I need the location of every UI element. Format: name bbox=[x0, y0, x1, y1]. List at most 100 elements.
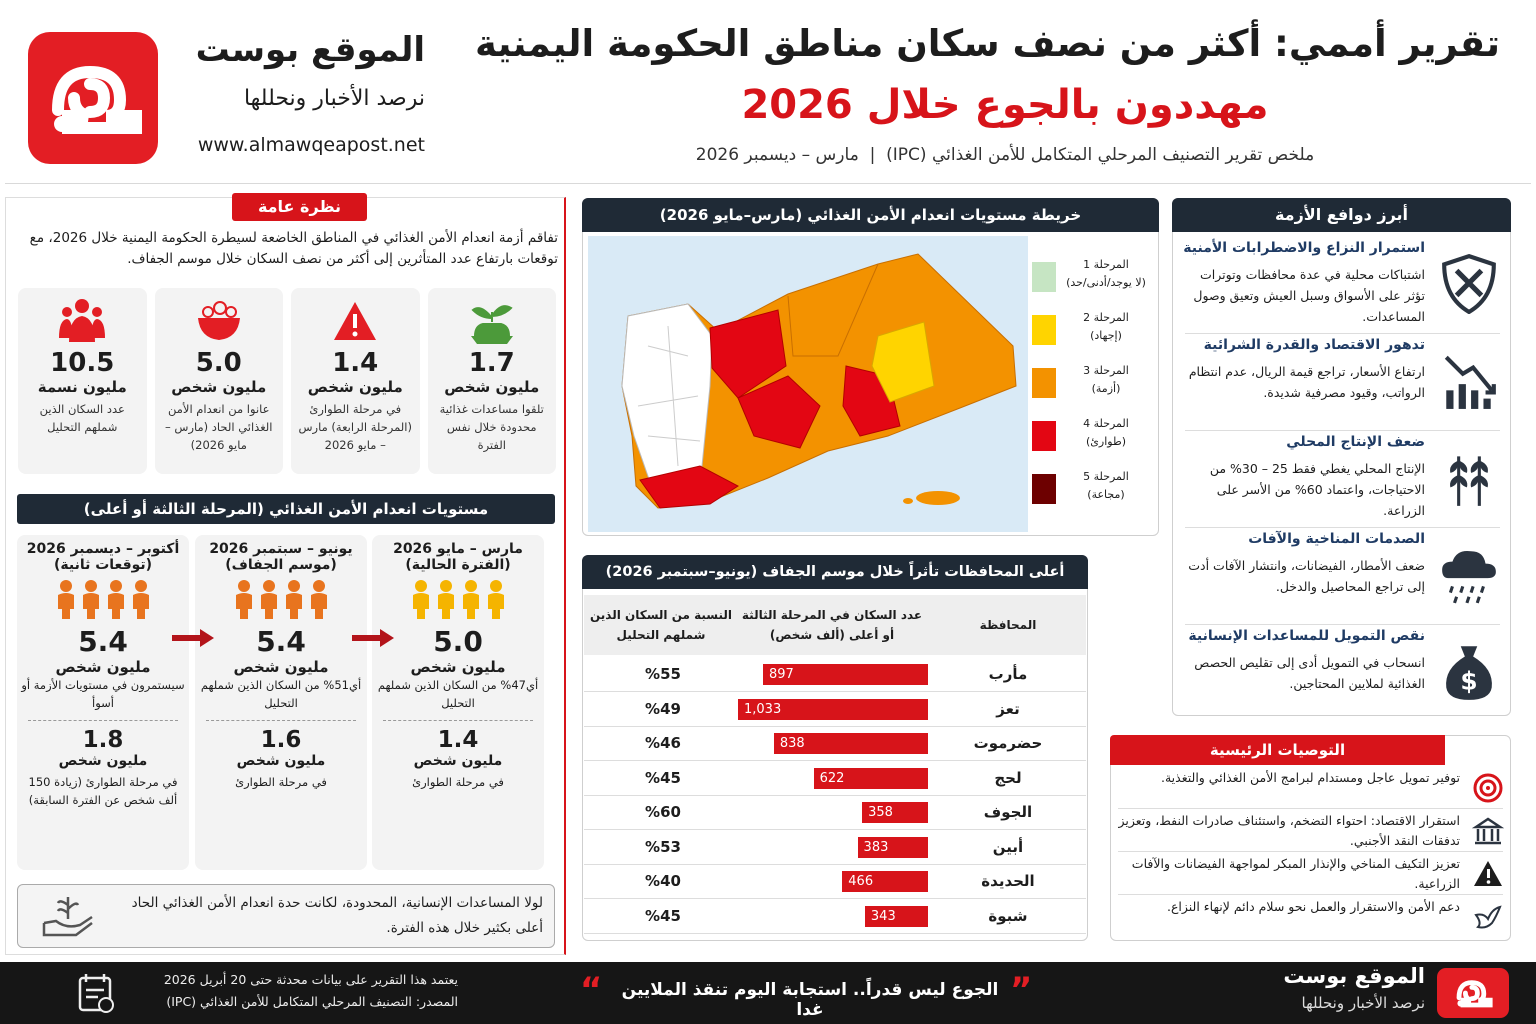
icon-part bbox=[470, 336, 513, 344]
period-desc: أي51% من السكان الذين شملهم التحليل bbox=[200, 678, 362, 710]
driver-icon: $ bbox=[1446, 646, 1492, 700]
person-icon bbox=[285, 580, 302, 619]
icon-part bbox=[903, 498, 913, 504]
icon-part bbox=[84, 580, 97, 592]
emergency-desc: في مرحلة الطوارئ (زيادة 150 ألف شخص عن ا… bbox=[28, 775, 178, 807]
levels-heading: مستويات انعدام الأمن الغذائي (المرحلة ال… bbox=[17, 494, 555, 524]
stat-unit: مليون شخص bbox=[444, 378, 540, 396]
icon-part bbox=[1486, 880, 1491, 884]
title-line-2: مهددون بالجوع خلال 2026 bbox=[741, 82, 1269, 128]
emergency-unit: مليون شخص bbox=[58, 753, 148, 769]
recommendation-icon bbox=[1471, 817, 1505, 845]
population-label: 343 bbox=[870, 908, 896, 924]
icon-part bbox=[59, 319, 73, 338]
period-value: 5.0 bbox=[433, 625, 483, 658]
icon-part bbox=[464, 580, 477, 592]
population-label: 897 bbox=[769, 667, 794, 682]
icon-part bbox=[92, 307, 103, 317]
icon-part bbox=[1444, 355, 1494, 392]
icon-part bbox=[1457, 1000, 1464, 1007]
share: %60 bbox=[645, 803, 681, 821]
recommendation-rule bbox=[1118, 851, 1503, 852]
population-bar: 343 bbox=[864, 905, 928, 927]
driver-title: تدهور الاقتصاد والقدرة الشرائية bbox=[1203, 337, 1425, 353]
icon-part bbox=[1457, 456, 1481, 506]
people-icons bbox=[55, 579, 152, 621]
icon-part bbox=[1458, 384, 1466, 409]
stat-card: 10.5 مليون نسمة عدد السكان الذين شملهم الت… bbox=[18, 288, 147, 474]
stat-unit: مليون شخص bbox=[307, 378, 403, 396]
legend-label: المرحلة 5 bbox=[1083, 470, 1129, 483]
icon-part bbox=[260, 593, 277, 619]
map-area bbox=[588, 236, 1028, 532]
icon-part bbox=[224, 306, 237, 318]
footer: الموقع بوست نرصد الأخبار ونحللها ” الجوع لي… bbox=[0, 962, 1536, 1024]
person-icon bbox=[57, 580, 74, 619]
header-rule bbox=[5, 183, 1531, 184]
stat-desc: في مرحلة الطوارئ (المرحلة الرابعة) مارس … bbox=[298, 402, 412, 452]
stat-value: 1.4 bbox=[332, 348, 379, 378]
share: %45 bbox=[645, 768, 681, 787]
stats-row: 1.7 مليون شخص تلقوا مساعدات غذائية محدودة … bbox=[18, 288, 556, 474]
icon-part bbox=[172, 629, 214, 647]
population-label: 1,033 bbox=[744, 701, 782, 717]
footer-source-2: المصدر: التصنيف المرحلي المتكامل للأمن ا… bbox=[166, 994, 458, 1009]
icon-part bbox=[52, 65, 142, 134]
population-label: 358 bbox=[868, 805, 893, 820]
population-label: 838 bbox=[779, 736, 805, 751]
icon-part bbox=[639, 465, 739, 509]
recommendation-icon-wrap bbox=[1471, 815, 1505, 847]
legend-swatch bbox=[1032, 474, 1056, 504]
legend-desc: (مجاعة) bbox=[1087, 488, 1125, 501]
icon-part bbox=[1446, 390, 1454, 409]
period-unit: مليون شخص bbox=[410, 658, 506, 676]
icon-part bbox=[1446, 646, 1492, 700]
legend-desc: (إجهاد) bbox=[1090, 329, 1122, 342]
icon-part bbox=[1486, 786, 1490, 790]
icon-part bbox=[57, 593, 74, 619]
icon-part bbox=[62, 307, 73, 317]
row-rule bbox=[584, 863, 1086, 865]
note-icon bbox=[42, 897, 93, 937]
row-rule bbox=[584, 932, 1086, 934]
people-icons bbox=[410, 579, 507, 621]
recommendation-text: دعم الأمن والاستقرار والعمل نحو سلام دائ… bbox=[1166, 899, 1460, 914]
table-column-header: عدد السكان في المرحلة الثالثة أو أعلى (أ… bbox=[741, 608, 923, 642]
driver-text: الإنتاج المحلي يغطي فقط 25 – 30% من الاح… bbox=[1209, 461, 1425, 518]
brand-name: الموقع بوست bbox=[195, 30, 425, 70]
overview-heading: نظرة عامة bbox=[232, 193, 367, 221]
icon-part bbox=[1450, 460, 1488, 488]
row-rule bbox=[584, 760, 1086, 761]
icon-part bbox=[462, 593, 479, 619]
period-desc: أي47% من السكان الذين شملهم التحليل bbox=[377, 678, 539, 710]
stat-icon bbox=[334, 302, 377, 340]
icon-part bbox=[312, 580, 325, 592]
map-heading: خريطة مستويات انعدام الأمن الغذائي (مارس… bbox=[582, 198, 1159, 232]
icon-part bbox=[487, 593, 504, 619]
icon-part bbox=[471, 305, 513, 337]
driver-icon-wrap: $ bbox=[1438, 640, 1500, 702]
icon-part bbox=[235, 593, 252, 619]
icon-part bbox=[871, 321, 935, 403]
icon-part bbox=[353, 314, 358, 328]
period-note: (موسم الجفاف) bbox=[225, 557, 337, 573]
person-icon bbox=[260, 580, 277, 619]
brand-url: www.almawqeapost.net bbox=[197, 134, 425, 156]
share: %55 bbox=[645, 665, 681, 683]
brand-tagline: نرصد الأخبار ونحللها bbox=[243, 86, 425, 111]
arrow-icon bbox=[352, 629, 394, 647]
icon-part bbox=[59, 580, 72, 592]
table-column-header: النسبة من السكان الذين شملهم التحليل bbox=[589, 608, 733, 642]
period-note: (الفترة الحالية) bbox=[405, 557, 511, 573]
share: %40 bbox=[645, 872, 681, 890]
stat-icon bbox=[197, 301, 240, 340]
arrow bbox=[352, 628, 394, 648]
person-icon bbox=[107, 580, 124, 619]
drivers-heading: أبرز دوافع الأزمة bbox=[1172, 198, 1511, 232]
icon-part bbox=[78, 976, 112, 1012]
icon-part bbox=[1448, 585, 1485, 604]
driver-text: انسحاب في التمويل أدى إلى تقليص الحصص ال… bbox=[1194, 655, 1425, 691]
governorate: لحج bbox=[994, 768, 1022, 787]
period-name: يونيو – سبتمبر 2026 bbox=[209, 541, 353, 557]
